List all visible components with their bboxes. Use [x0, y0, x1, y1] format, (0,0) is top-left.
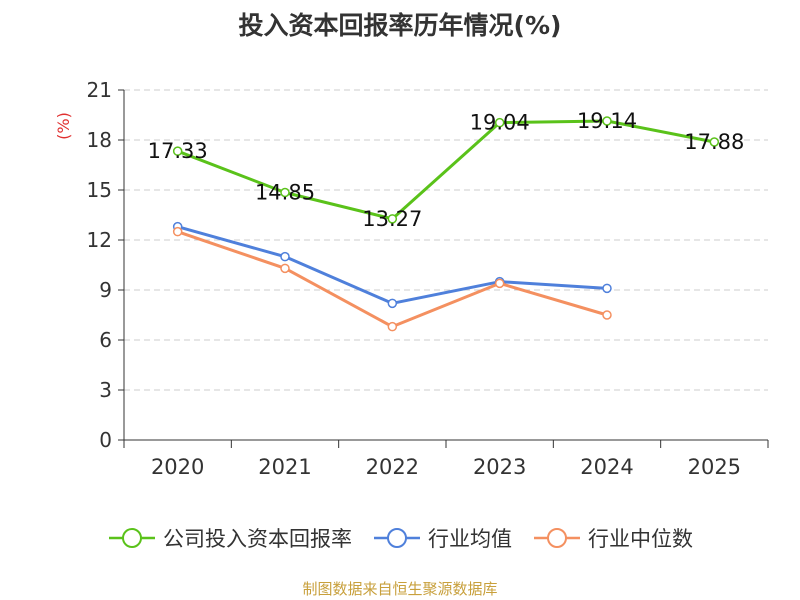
data-point: [494, 117, 505, 128]
data-label: 14.85: [255, 181, 315, 205]
legend-label: 公司投入资本回报率: [163, 527, 352, 551]
y-tick-label: 21: [87, 78, 112, 102]
y-tick-label: 6: [99, 328, 112, 352]
legend-label: 行业均值: [428, 527, 512, 551]
legend-swatch: [374, 528, 420, 548]
data-point: [172, 146, 183, 156]
data-point: [494, 278, 505, 289]
data-point: [387, 298, 398, 309]
series-line: [177, 119, 715, 221]
data-point: [280, 187, 290, 198]
y-axis-unit-label: (%): [54, 112, 73, 140]
y-tick-label: 18: [87, 128, 112, 152]
y-tick-label: 9: [99, 278, 112, 302]
data-point: [602, 283, 612, 294]
data-source-note: 制图数据来自恒生聚源数据库: [302, 580, 498, 598]
chart-title: 投入资本回报率历年情况(%): [238, 11, 562, 40]
legend-item: 行业中位数: [532, 523, 693, 553]
data-label: 17.88: [684, 130, 744, 154]
data-label: 13.27: [362, 207, 422, 231]
y-tick-label: 3: [99, 378, 112, 402]
legend-label: 行业中位数: [588, 527, 693, 551]
data-point: [602, 116, 612, 126]
legend-swatch: [109, 528, 155, 548]
data-point: [387, 214, 398, 224]
data-point: [280, 263, 290, 274]
data-label: 17.33: [148, 139, 208, 163]
y-tick-label: 15: [87, 178, 112, 202]
x-tick-label: 2020: [151, 455, 204, 479]
x-tick-label: 2025: [688, 455, 741, 479]
x-tick-label: 2021: [258, 455, 311, 479]
series-line: [177, 225, 608, 305]
data-label: 19.14: [577, 109, 637, 133]
data-label: 19.04: [470, 111, 530, 135]
y-tick-label: 12: [87, 228, 112, 252]
data-point: [172, 226, 183, 237]
legend-item: 行业均值: [372, 523, 512, 553]
y-tick-label: 0: [99, 428, 112, 452]
data-point: [602, 310, 612, 320]
data-point: [709, 137, 720, 147]
x-tick-label: 2022: [366, 455, 419, 479]
data-point: [387, 321, 398, 332]
x-tick-label: 2024: [580, 455, 633, 479]
x-tick-label: 2023: [473, 455, 526, 479]
chart-legend: 公司投入资本回报率 行业均值 行业中位数: [0, 521, 800, 555]
legend-item: 公司投入资本回报率: [107, 523, 352, 553]
data-point: [280, 251, 290, 262]
legend-swatch: [534, 528, 580, 548]
